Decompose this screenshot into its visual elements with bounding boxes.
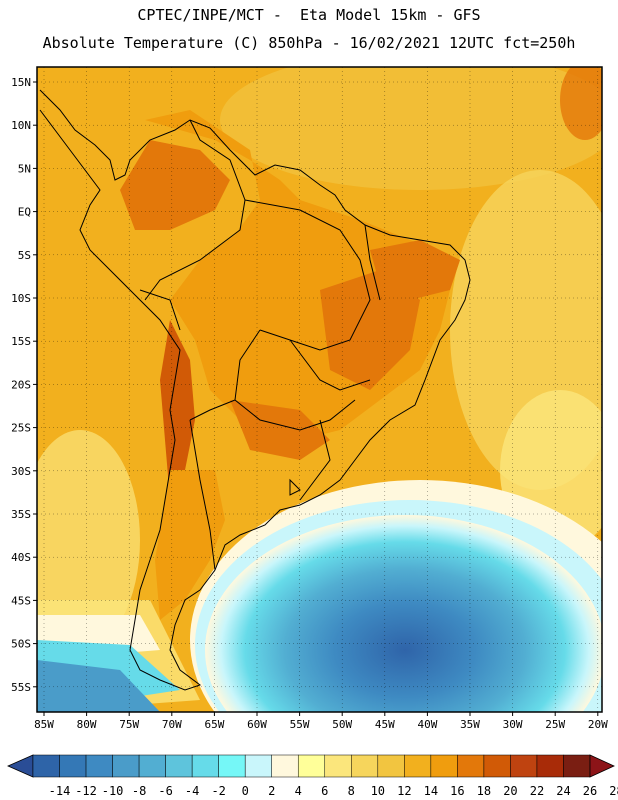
lat-tick-label: 25S — [11, 422, 31, 435]
map-frame — [36, 66, 603, 713]
colorbar-swatch — [191, 754, 219, 778]
lat-tick-label: 45S — [11, 594, 31, 607]
colorbar-swatch — [510, 754, 538, 778]
colorbar-swatch — [218, 754, 246, 778]
lat-tick-label: 50S — [11, 638, 31, 651]
lat-tick-label: 55S — [11, 681, 31, 694]
lon-tick-label: 45W — [375, 718, 395, 731]
coastlines — [39, 89, 471, 691]
colorbar-label: 22 — [530, 784, 544, 798]
colorbar-swatch — [483, 754, 511, 778]
lon-tick-label: 50W — [332, 718, 352, 731]
colorbar-swatch — [377, 754, 405, 778]
colorbar-label: 4 — [295, 784, 302, 798]
lon-tick-label: 30W — [503, 718, 523, 731]
lat-tick-label: 5S — [18, 249, 31, 262]
colorbar-swatch — [324, 754, 352, 778]
colorbar-max-arrow — [589, 754, 615, 778]
colorbar-label: 2 — [268, 784, 275, 798]
lon-tick-label: 25W — [545, 718, 565, 731]
temperature-field — [37, 67, 602, 712]
colorbar-swatch — [457, 754, 485, 778]
colorbar-label: 26 — [583, 784, 597, 798]
colorbar-swatch — [165, 754, 193, 778]
lat-tick-label: 15N — [11, 76, 31, 89]
colorbar-swatch — [404, 754, 432, 778]
lon-tick-label: 55W — [290, 718, 310, 731]
colorbar-label: 8 — [348, 784, 355, 798]
colorbar-label: 14 — [424, 784, 438, 798]
lat-tick-label: 35S — [11, 508, 31, 521]
colorbar-label: 24 — [556, 784, 570, 798]
lat-tick-label: EQ — [18, 206, 31, 219]
colorbar-label: 16 — [450, 784, 464, 798]
colorbar-swatch — [32, 754, 60, 778]
lon-tick-label: 65W — [204, 718, 224, 731]
longitude-axis: 85W 80W 75W 70W 65W 60W 55W 50W 45W 40W 35W 30W 25W 2… — [34, 712, 608, 731]
lat-tick-label: 15S — [11, 335, 31, 348]
colorbar-label: -4 — [185, 784, 199, 798]
colorbar-label: -2 — [211, 784, 225, 798]
colorbar-label: 18 — [477, 784, 491, 798]
colorbar-label: -8 — [132, 784, 146, 798]
colorbar-label: 0 — [242, 784, 249, 798]
title-line-1: CPTEC/INPE/MCT - Eta Model 15km - GFS — [137, 6, 481, 24]
lat-tick-label: 5N — [18, 162, 31, 175]
lat-tick-label: 10S — [11, 292, 31, 305]
colorbar-label: 6 — [321, 784, 328, 798]
colorbar-swatch — [85, 754, 113, 778]
lat-tick-label: 20S — [11, 378, 31, 391]
lon-tick-label: 85W — [34, 718, 54, 731]
colorbar: -14 -12 -10 -8 -6 -4 -2 0 2 4 6 8 10 12 14 16 18 20 22 24 26… — [7, 754, 618, 798]
colorbar-swatch — [138, 754, 166, 778]
colorbar-min-arrow — [7, 754, 34, 778]
colorbar-swatch — [563, 754, 591, 778]
colorbar-label: -6 — [158, 784, 172, 798]
colorbar-label: 20 — [503, 784, 517, 798]
colorbar-label: -12 — [75, 784, 97, 798]
colorbar-swatch — [536, 754, 564, 778]
colorbar-swatch — [430, 754, 458, 778]
colorbar-swatch — [244, 754, 272, 778]
latitude-axis: 15N 10N 5N EQ 5S 10S 15S 20S 25S 30S 35S 40S 45S 50S 5… — [11, 76, 37, 694]
colorbar-swatch — [271, 754, 299, 778]
colorbar-swatch — [112, 754, 140, 778]
colorbar-label: 10 — [371, 784, 385, 798]
lon-tick-label: 75W — [119, 718, 139, 731]
lon-tick-label: 80W — [77, 718, 97, 731]
lon-tick-label: 60W — [247, 718, 267, 731]
colorbar-label: 28 — [609, 784, 618, 798]
colorbar-label: -14 — [49, 784, 71, 798]
colorbar-swatch — [297, 754, 326, 778]
lat-tick-label: 10N — [11, 119, 31, 132]
lon-tick-label: 70W — [162, 718, 182, 731]
lat-tick-label: 30S — [11, 465, 31, 478]
lon-tick-label: 20W — [588, 718, 608, 731]
colorbar-swatch — [351, 754, 379, 778]
lat-tick-label: 40S — [11, 551, 31, 564]
lon-tick-label: 35W — [460, 718, 480, 731]
lon-tick-label: 40W — [417, 718, 437, 731]
colorbar-label: 12 — [397, 784, 411, 798]
colorbar-label: -10 — [102, 784, 124, 798]
colorbar-swatch — [59, 754, 87, 778]
title-line-2: Absolute Temperature (C) 850hPa - 16/02/… — [42, 34, 576, 52]
